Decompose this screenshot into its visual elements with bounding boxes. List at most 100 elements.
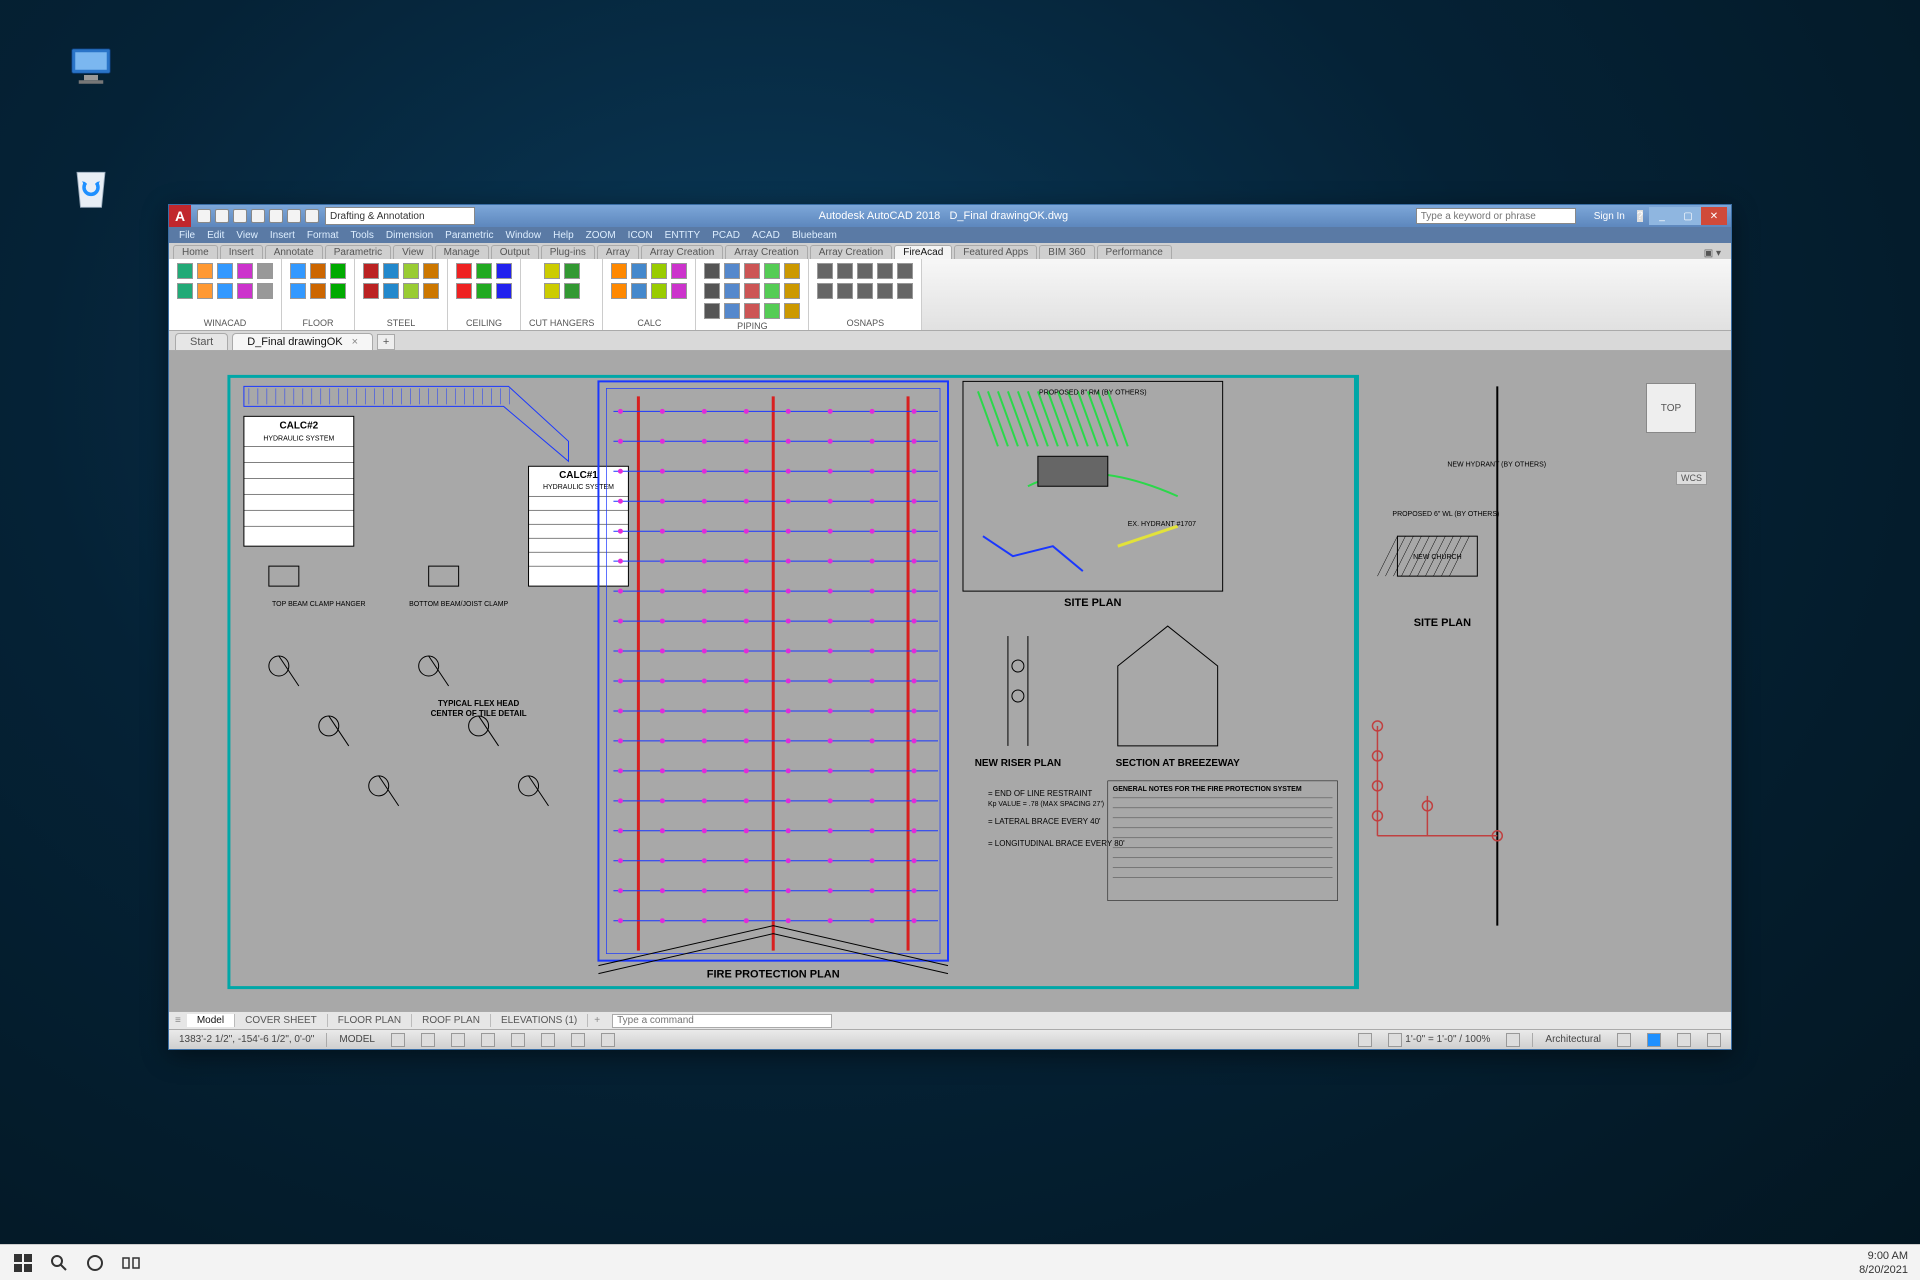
drawing-canvas[interactable]: [-][Top][2D Wireframe] CALC#2HYDRAULIC S… xyxy=(169,351,1731,1011)
ribbon-tab-array-creation[interactable]: Array Creation xyxy=(641,245,723,259)
menu-format[interactable]: Format xyxy=(307,230,339,241)
ribbon-button[interactable] xyxy=(564,263,580,279)
ribbon-button[interactable] xyxy=(383,263,399,279)
ribbon-button[interactable] xyxy=(496,263,512,279)
qat-redo-icon[interactable] xyxy=(305,209,319,223)
ribbon-button[interactable] xyxy=(651,263,667,279)
layout-tab-floor-plan[interactable]: FLOOR PLAN xyxy=(328,1014,412,1027)
ribbon-button[interactable] xyxy=(857,263,873,279)
ribbon-button[interactable] xyxy=(403,263,419,279)
ribbon-tab-array[interactable]: Array xyxy=(597,245,639,259)
ribbon-button[interactable] xyxy=(310,283,326,299)
workspace-switch-icon[interactable] xyxy=(1617,1033,1631,1047)
ribbon-toggle[interactable]: ▣ ▾ xyxy=(1698,248,1727,259)
ribbon-button[interactable] xyxy=(897,283,913,299)
qat-plot-icon[interactable] xyxy=(269,209,283,223)
ribbon-button[interactable] xyxy=(290,263,306,279)
ribbon-button[interactable] xyxy=(611,263,627,279)
ribbon-button[interactable] xyxy=(237,263,253,279)
start-button[interactable] xyxy=(14,1254,32,1272)
menu-entity[interactable]: ENTITY xyxy=(665,230,701,241)
ribbon-tab-featured-apps[interactable]: Featured Apps xyxy=(954,245,1037,259)
ribbon-tab-output[interactable]: Output xyxy=(491,245,539,259)
ortho-toggle-icon[interactable] xyxy=(451,1033,465,1047)
ribbon-tab-annotate[interactable]: Annotate xyxy=(265,245,323,259)
ribbon-button[interactable] xyxy=(496,283,512,299)
menu-window[interactable]: Window xyxy=(506,230,542,241)
ribbon-button[interactable] xyxy=(631,283,647,299)
doc-tab-active[interactable]: D_Final drawingOK × xyxy=(232,333,373,350)
ribbon-button[interactable] xyxy=(764,283,780,299)
ribbon-button[interactable] xyxy=(257,283,273,299)
ribbon-button[interactable] xyxy=(671,263,687,279)
ribbon-button[interactable] xyxy=(423,283,439,299)
ribbon-button[interactable] xyxy=(177,263,193,279)
app-menu-button[interactable]: A xyxy=(169,205,191,227)
ribbon-button[interactable] xyxy=(857,283,873,299)
task-view-icon[interactable] xyxy=(122,1254,140,1272)
qat-save-icon[interactable] xyxy=(233,209,247,223)
ribbon-button[interactable] xyxy=(423,263,439,279)
menu-bluebeam[interactable]: Bluebeam xyxy=(792,230,837,241)
window-close-button[interactable]: ✕ xyxy=(1701,207,1727,225)
ribbon-button[interactable] xyxy=(363,263,379,279)
ribbon-tab-array-creation[interactable]: Array Creation xyxy=(810,245,892,259)
sign-in-link[interactable]: Sign In xyxy=(1594,211,1625,222)
ribbon-button[interactable] xyxy=(631,263,647,279)
view-cube-top-face[interactable]: TOP xyxy=(1646,383,1696,433)
layout-nav-icon[interactable]: ≡ xyxy=(169,1015,187,1026)
lineweight-toggle-icon[interactable] xyxy=(571,1033,585,1047)
ribbon-button[interactable] xyxy=(784,263,800,279)
snap-toggle-icon[interactable] xyxy=(421,1033,435,1047)
doc-tab-new-button[interactable]: + xyxy=(377,334,395,350)
ribbon-button[interactable] xyxy=(704,263,720,279)
ribbon-button[interactable] xyxy=(544,283,560,299)
ribbon-tab-fireacad[interactable]: FireAcad xyxy=(894,245,952,259)
window-minimize-button[interactable]: _ xyxy=(1649,207,1675,225)
ribbon-button[interactable] xyxy=(237,283,253,299)
wcs-label[interactable]: WCS xyxy=(1676,471,1707,485)
doc-tab-close-icon[interactable]: × xyxy=(352,336,358,348)
ribbon-button[interactable] xyxy=(744,303,760,319)
customize-status-icon[interactable] xyxy=(1707,1033,1721,1047)
ribbon-button[interactable] xyxy=(784,283,800,299)
ribbon-button[interactable] xyxy=(764,263,780,279)
osnap-toggle-icon[interactable] xyxy=(511,1033,525,1047)
hardware-accel-icon[interactable] xyxy=(1647,1033,1661,1047)
ribbon-button[interactable] xyxy=(476,263,492,279)
ribbon-button[interactable] xyxy=(744,283,760,299)
ribbon-tab-performance[interactable]: Performance xyxy=(1097,245,1172,259)
menu-tools[interactable]: Tools xyxy=(351,230,374,241)
ribbon-button[interactable] xyxy=(817,283,833,299)
ribbon-tab-home[interactable]: Home xyxy=(173,245,218,259)
ribbon-button[interactable] xyxy=(544,263,560,279)
window-maximize-button[interactable]: ▢ xyxy=(1675,207,1701,225)
ribbon-tab-bim-360[interactable]: BIM 360 xyxy=(1039,245,1094,259)
menu-insert[interactable]: Insert xyxy=(270,230,295,241)
isoplane-icon[interactable] xyxy=(1358,1033,1372,1047)
taskbar-search-icon[interactable] xyxy=(50,1254,68,1272)
infocenter-search-input[interactable] xyxy=(1416,208,1576,224)
ribbon-button[interactable] xyxy=(217,283,233,299)
ribbon-button[interactable] xyxy=(177,283,193,299)
menu-view[interactable]: View xyxy=(236,230,258,241)
ribbon-button[interactable] xyxy=(724,283,740,299)
ribbon-button[interactable] xyxy=(837,263,853,279)
taskbar-clock[interactable]: 9:00 AM 8/20/2021 xyxy=(1847,1249,1920,1277)
menu-zoom[interactable]: ZOOM xyxy=(586,230,616,241)
ribbon-button[interactable] xyxy=(257,263,273,279)
qat-open-icon[interactable] xyxy=(215,209,229,223)
layout-tab-model[interactable]: Model xyxy=(187,1014,235,1027)
ribbon-button[interactable] xyxy=(197,283,213,299)
annotation-scale-icon[interactable] xyxy=(1388,1033,1402,1047)
ribbon-button[interactable] xyxy=(837,283,853,299)
ribbon-button[interactable] xyxy=(564,283,580,299)
ribbon-button[interactable] xyxy=(704,283,720,299)
ribbon-button[interactable] xyxy=(671,283,687,299)
ribbon-tab-plug-ins[interactable]: Plug-ins xyxy=(541,245,595,259)
command-line-input[interactable] xyxy=(612,1014,832,1028)
menu-file[interactable]: File xyxy=(179,230,195,241)
ribbon-button[interactable] xyxy=(363,283,379,299)
ribbon-button[interactable] xyxy=(877,263,893,279)
otrack-toggle-icon[interactable] xyxy=(541,1033,555,1047)
